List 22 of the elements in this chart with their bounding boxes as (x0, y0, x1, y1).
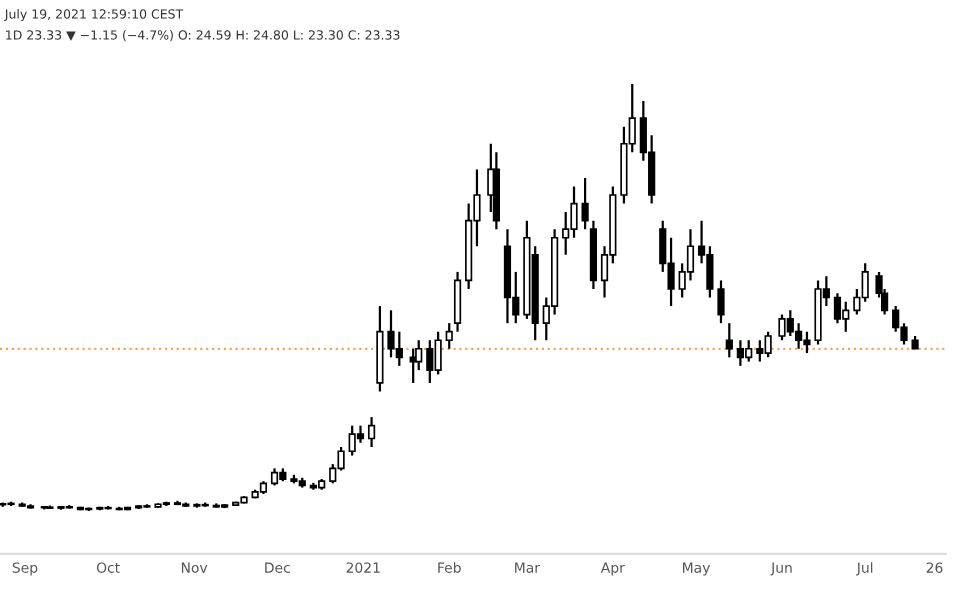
candlestick (434, 330, 442, 376)
candlestick (686, 228, 695, 282)
candlestick (426, 339, 434, 385)
candlestick (745, 339, 753, 363)
candlestick (562, 211, 570, 256)
candlestick (764, 330, 772, 359)
candlestick (778, 313, 786, 342)
candlestick (786, 309, 794, 338)
candlestick (736, 339, 745, 367)
candlestick (717, 279, 725, 325)
candlestick (833, 292, 842, 325)
candlestick (892, 304, 900, 333)
candlestick (795, 322, 803, 350)
candlestick (756, 339, 764, 363)
candlestick (725, 322, 733, 359)
candlestick (453, 270, 462, 333)
candlestick (367, 416, 376, 449)
candlestick (348, 424, 356, 457)
candlestick (842, 300, 850, 333)
candlestick (581, 176, 589, 231)
candlestick (861, 262, 869, 303)
candlestick (395, 330, 403, 367)
